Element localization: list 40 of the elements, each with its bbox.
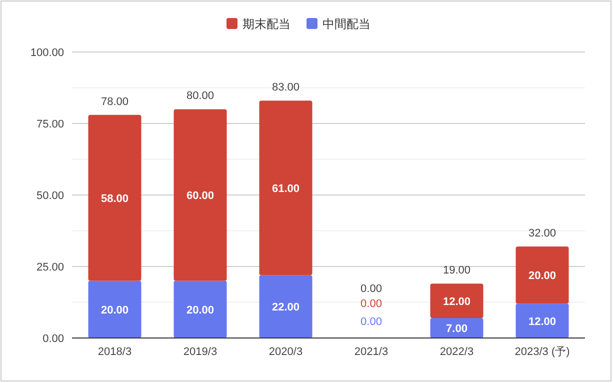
total-label: 83.00 [272, 82, 300, 94]
data-label: 20.00 [528, 270, 556, 282]
x-tick-label: 2019/3 [183, 346, 218, 358]
total-label: 32.00 [528, 227, 556, 240]
bar [516, 246, 569, 304]
bar [88, 280, 142, 338]
legend-label: 中間配当 [322, 17, 370, 31]
data-label: 20.00 [100, 304, 129, 316]
x-tick-label: 2021/3 [354, 346, 388, 358]
data-label: 20.00 [186, 304, 214, 316]
y-tick-label: 0.00 [42, 333, 64, 345]
total-label: 80.00 [186, 90, 214, 102]
x-tick-label: 2018/3 [98, 346, 132, 358]
bar [88, 114, 142, 281]
y-tick-label: 75.00 [36, 118, 64, 130]
bar [430, 284, 484, 318]
data-label: 61.00 [272, 182, 300, 195]
text: 0.00 [360, 283, 382, 295]
data-label: 12.00 [442, 296, 471, 308]
legend-label: 期末配当 [242, 17, 290, 31]
x-tick-label: 2022/3 [440, 346, 474, 358]
y-tick-label: 50.00 [36, 190, 64, 202]
x-tick-label: 2023/3 (予) [514, 346, 570, 358]
total-label: 78.00 [100, 96, 129, 108]
y-tick-label: 25.00 [36, 262, 64, 274]
bar [516, 304, 569, 338]
bar [174, 109, 227, 281]
x-tick-label: 2020/3 [268, 346, 303, 358]
y-tick-label: 100.00 [30, 47, 64, 59]
data-label: 22.00 [272, 302, 300, 314]
data-label: 7.00 [446, 322, 468, 335]
bar [259, 275, 312, 338]
total-label: 0.00 [360, 316, 382, 328]
total-label: 19.00 [442, 264, 471, 277]
data-label: 60.00 [186, 190, 214, 202]
data-label: 58.00 [100, 192, 129, 205]
bar [174, 280, 227, 338]
data-label: 12.00 [528, 316, 556, 328]
bar [259, 100, 312, 276]
data-label: 0.00 [360, 298, 382, 310]
